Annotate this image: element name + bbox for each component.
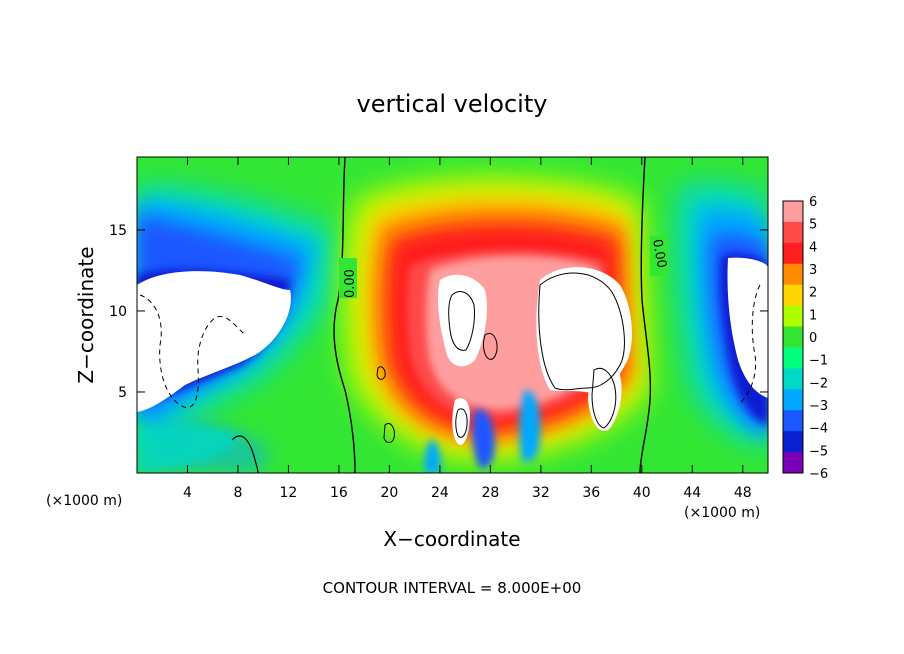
plot-frame <box>136 156 769 474</box>
contour-small-4 <box>383 423 395 443</box>
streak-3 <box>424 439 441 473</box>
x-tick-label: 40 <box>633 485 651 501</box>
chart-title: vertical velocity <box>357 90 548 118</box>
x-tick-label: 4 <box>183 485 192 501</box>
left-downdraft-white <box>137 271 291 412</box>
colorbar: 6 5 4 3 2 1 0 −1 −2 −3 −4 −5 −6 <box>782 195 828 482</box>
contour-labels: 0.00 0.00 <box>339 236 669 298</box>
colorbar-label: −5 <box>809 444 828 459</box>
zero-contour-right <box>639 157 652 473</box>
x-tick-label: 12 <box>280 485 298 501</box>
y-tick-label: 15 <box>109 223 127 239</box>
y-tick-label: 5 <box>118 385 127 401</box>
contour-lines <box>139 157 761 473</box>
dashed-contour-right <box>737 284 761 406</box>
colorbar-label: 1 <box>809 308 817 323</box>
x-tick-label: 8 <box>233 485 242 501</box>
colorbar-swatch <box>783 242 803 265</box>
contour-small-2 <box>483 333 498 360</box>
colorbar-label: 4 <box>809 240 817 255</box>
y-axis-label: Z−coordinate <box>74 246 98 383</box>
colorbar-label: −4 <box>809 422 828 437</box>
contour-interval-text: CONTOUR INTERVAL = 8.000E+00 <box>323 579 582 597</box>
x-axis-label: X−coordinate <box>383 527 520 551</box>
zero-contour-label-right: 0.00 <box>649 238 669 269</box>
colorbar-swatch <box>783 347 803 369</box>
colorbar-label: 5 <box>809 218 817 233</box>
x-axis-ticks: 4 8 12 16 20 24 28 32 36 40 44 48 <box>183 157 752 501</box>
colorbar-swatch <box>783 201 803 223</box>
colorbar-swatch <box>783 284 803 307</box>
colorbar-swatch <box>783 389 803 411</box>
colorbar-frame <box>782 200 804 474</box>
contour-thin-core <box>591 367 617 429</box>
colorbar-swatch <box>783 263 803 286</box>
x-tick-label: 36 <box>582 485 600 501</box>
colorbar-label: −6 <box>809 467 828 482</box>
zero-contour-left <box>333 157 356 473</box>
x-tick-label: 24 <box>431 485 449 501</box>
x-tick-label: 32 <box>532 485 550 501</box>
streak-2 <box>519 389 541 462</box>
x-tick-label: 48 <box>734 485 752 501</box>
colorbar-swatch <box>783 410 803 432</box>
colorbar-swatch <box>783 368 803 390</box>
x-tick-label: 28 <box>481 485 499 501</box>
colorbar-label: 0 <box>809 331 817 346</box>
x-tick-label: 20 <box>380 485 398 501</box>
colorbar-swatch <box>783 326 803 348</box>
colorbar-label: −3 <box>809 399 828 414</box>
y-tick-label: 10 <box>109 304 127 320</box>
x-tick-label: 44 <box>683 485 701 501</box>
x-unit-label-right: (×1000 m) <box>684 505 760 521</box>
colorbar-swatch <box>783 431 803 453</box>
contour-main-core <box>538 272 625 391</box>
left-low-patch <box>137 424 240 473</box>
x-unit-label-left: (×1000 m) <box>46 493 122 509</box>
contour-small-1 <box>455 408 468 438</box>
colorbar-swatch <box>783 305 803 328</box>
zero-contour-label-left: 0.00 <box>343 269 358 298</box>
colorbar-swatch <box>783 221 803 244</box>
streak-1 <box>472 409 495 469</box>
contour-left-core <box>448 291 475 351</box>
zero-contour-lower <box>231 435 259 473</box>
colorbar-swatch <box>783 452 803 474</box>
colorbar-label: 2 <box>809 286 817 301</box>
colorbar-label: 6 <box>809 195 817 210</box>
y-axis-ticks: 5 10 15 <box>109 223 768 401</box>
contour-small-3 <box>376 366 386 380</box>
right-downdraft-white <box>727 257 768 398</box>
heatmap-field <box>137 157 768 473</box>
x-tick-label: 16 <box>330 485 348 501</box>
colorbar-label: −1 <box>809 354 828 369</box>
colorbar-label: 3 <box>809 263 817 278</box>
updraft-core-left <box>437 274 487 367</box>
colorbar-label: −2 <box>809 376 828 391</box>
